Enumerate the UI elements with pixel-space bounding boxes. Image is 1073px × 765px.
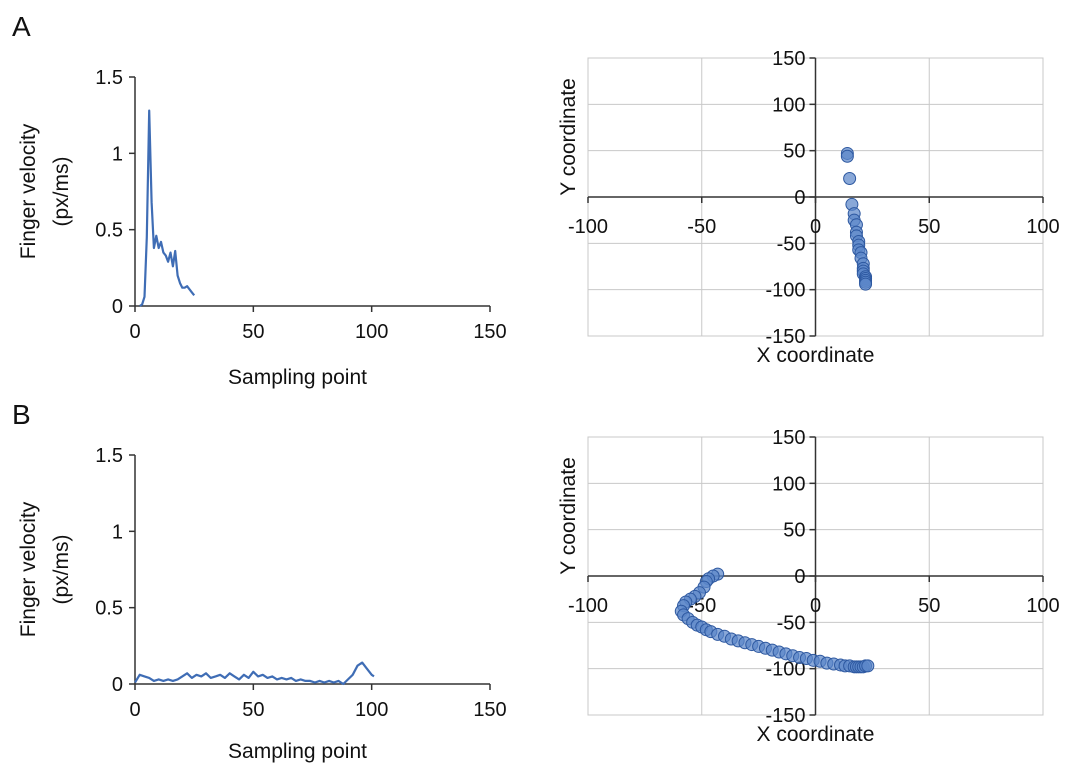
y-tick-label: 50 (783, 141, 805, 163)
panel-label-a: A (12, 11, 31, 42)
panel-label-b: B (12, 399, 31, 430)
x-tick-label: 0 (810, 216, 821, 238)
x-tick-label: 50 (242, 321, 264, 343)
x-tick-label: 0 (129, 699, 140, 721)
y-tick-label: -100 (765, 659, 805, 681)
x-tick-label: 50 (918, 595, 940, 617)
scatter-point (859, 277, 873, 291)
scatter-point (840, 149, 854, 163)
y-axis-label: Y coordinate (557, 78, 580, 196)
y-tick-label: 100 (772, 94, 805, 116)
y-tick-label: -50 (777, 612, 806, 634)
scatter-point (843, 171, 857, 185)
velocity-series-line (134, 661, 375, 686)
y-tick-label: 150 (772, 427, 805, 449)
y-axis-label: Finger velocity (17, 123, 40, 259)
x-axis-label: X coordinate (757, 344, 875, 367)
x-tick-label: 0 (810, 595, 821, 617)
x-tick-label: 0 (129, 321, 140, 343)
y-axis-label: Y coordinate (557, 457, 580, 575)
x-tick-label: -100 (568, 595, 608, 617)
x-tick-label: 150 (473, 321, 506, 343)
y-tick-label: 0 (794, 187, 805, 209)
y-tick-label: 0 (794, 566, 805, 588)
y-tick-label: -150 (765, 326, 805, 348)
y-tick-label: -150 (765, 705, 805, 727)
x-tick-label: 50 (918, 216, 940, 238)
y-tick-label: 1.5 (95, 67, 123, 89)
y-tick-label: 1.5 (95, 445, 123, 467)
velocity-chart-a: 0 0.5 1 1.5 0 50 100 150 Sampling point Finger ve… (17, 67, 507, 389)
x-tick-label: 100 (355, 321, 388, 343)
y-tick-label: -50 (777, 233, 806, 255)
y-axis-label: (px/ms) (50, 535, 73, 605)
y-tick-label: 1 (112, 143, 123, 165)
x-tick-label: 100 (355, 699, 388, 721)
x-axis-label: X coordinate (757, 723, 875, 746)
x-tick-label: -100 (568, 216, 608, 238)
y-tick-label: -100 (765, 280, 805, 302)
y-tick-label: 1 (112, 521, 123, 543)
y-tick-label: 0.5 (95, 598, 123, 620)
x-tick-label: 100 (1026, 595, 1059, 617)
y-axis-label: (px/ms) (50, 157, 73, 227)
y-tick-label: 0 (112, 674, 123, 696)
y-tick-label: 0.5 (95, 220, 123, 242)
x-axis-label: Sampling point (228, 366, 367, 389)
x-tick-label: 50 (242, 699, 264, 721)
x-tick-label: -50 (687, 216, 716, 238)
y-tick-label: 100 (772, 473, 805, 495)
velocity-series-line (139, 109, 196, 307)
velocity-chart-b: 0 0.5 1 1.5 0 50 100 150 Sampling point Finger ve… (17, 445, 507, 763)
x-tick-label: 100 (1026, 216, 1059, 238)
x-tick-label: 150 (473, 699, 506, 721)
y-tick-label: 0 (112, 296, 123, 318)
y-tick-label: 50 (783, 520, 805, 542)
x-axis-label: Sampling point (228, 740, 367, 763)
scatter-point (861, 659, 875, 673)
y-axis-label: Finger velocity (17, 501, 40, 637)
y-tick-label: 150 (772, 48, 805, 70)
